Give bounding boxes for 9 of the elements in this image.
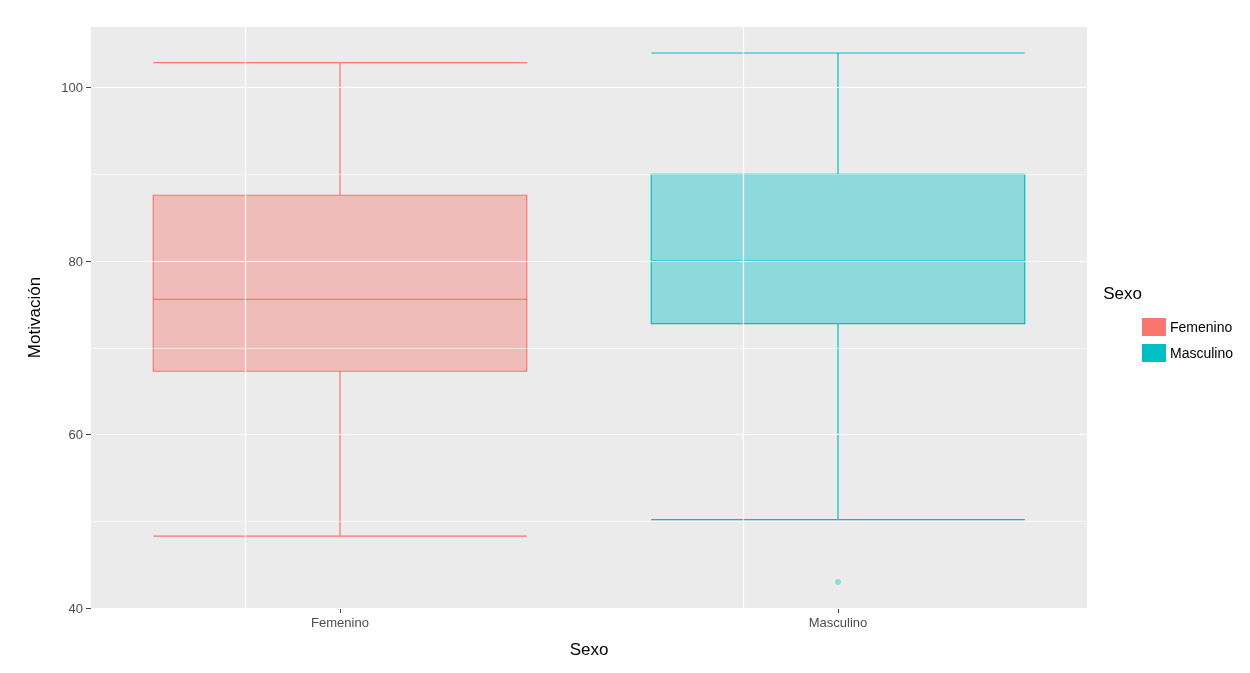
x-axis-title: Sexo: [569, 640, 609, 659]
y-tick-label: 100: [61, 80, 83, 96]
y-tick-label: 80: [68, 253, 83, 269]
y-axis-title: Motivación: [25, 276, 44, 359]
legend-label: Masculino: [1169, 345, 1234, 361]
legend-label: Femenino: [1169, 319, 1233, 335]
legend-title: Sexo: [1103, 284, 1142, 303]
y-tick-label: 60: [68, 427, 83, 443]
y-tick-label: 40: [68, 600, 83, 616]
